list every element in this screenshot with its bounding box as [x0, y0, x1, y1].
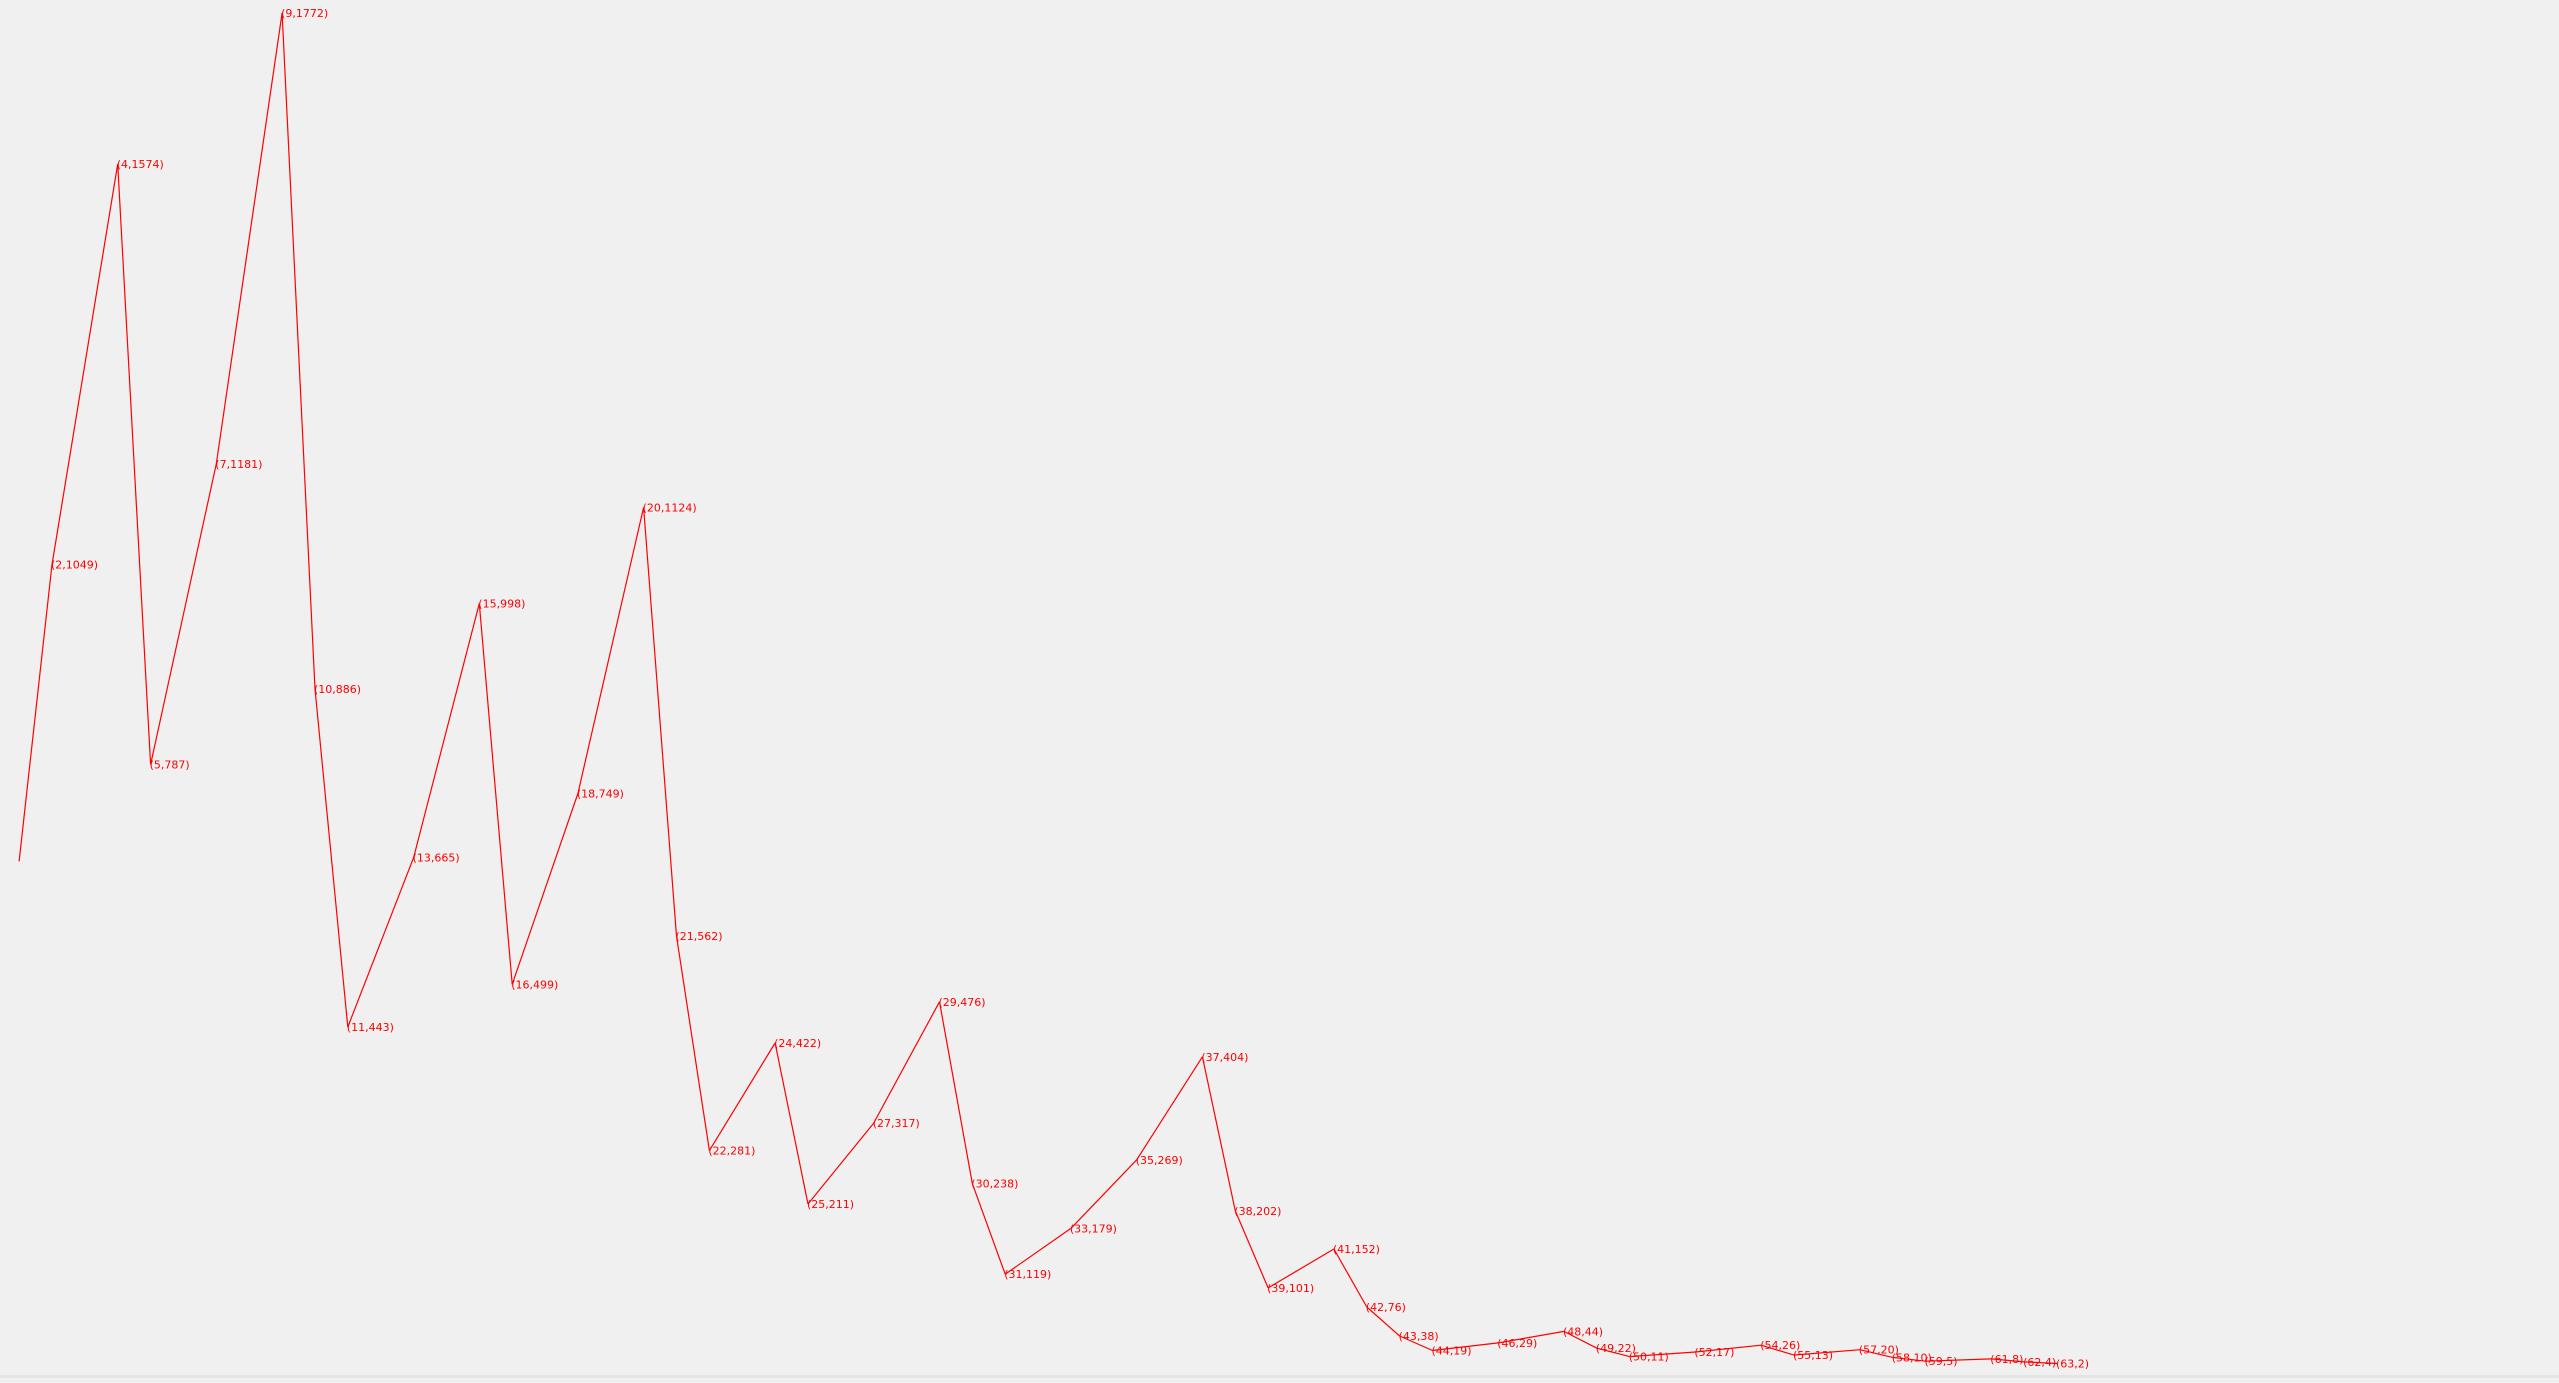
series-segment [1925, 1358, 1992, 1362]
series-segment [281, 12, 316, 690]
series-segment [708, 1042, 776, 1151]
series-segment [1859, 1349, 1893, 1358]
data-label: (39,101) [1267, 1282, 1314, 1295]
series-segment [18, 564, 53, 862]
data-label: (29,476) [939, 996, 986, 1009]
data-label: (42,76) [1366, 1301, 1406, 1314]
series-segment [1201, 1056, 1236, 1212]
series-segment [938, 1001, 973, 1184]
series-segment [215, 12, 283, 464]
series-segment [1432, 1342, 1499, 1352]
data-label: (30,238) [971, 1177, 1018, 1190]
data-label: (38,202) [1234, 1205, 1281, 1218]
series-segment [1234, 1210, 1269, 1289]
data-label: (57,20) [1859, 1344, 1899, 1357]
data-label: (54,26) [1760, 1339, 1800, 1352]
data-label: (58,10) [1892, 1351, 1932, 1364]
series-segment [1563, 1330, 1598, 1349]
data-label: (52,17) [1694, 1346, 1734, 1359]
data-label: (62,4) [2023, 1356, 2056, 1369]
series-segment [1596, 1347, 1630, 1358]
series-line-group [18, 12, 2058, 1365]
series-segment [1991, 1358, 2025, 1363]
series-segment [1629, 1351, 1696, 1358]
data-label: (21,562) [676, 930, 723, 943]
data-label: (10,886) [314, 683, 361, 696]
data-label: (13,665) [413, 852, 460, 865]
data-label: (4,1574) [117, 158, 164, 171]
series-segment [971, 1183, 1006, 1275]
bottom-border [0, 1375, 2559, 1378]
series-segment [643, 507, 678, 937]
data-label: (9,1772) [281, 7, 328, 20]
data-label: (15,998) [478, 598, 525, 611]
data-label: (5,787) [150, 759, 190, 772]
data-label: (44,19) [1432, 1345, 1472, 1358]
data-label: (46,29) [1497, 1337, 1537, 1350]
data-label: (20,1124) [643, 501, 697, 514]
series-segment [1267, 1248, 1335, 1289]
data-label: (49,22) [1596, 1342, 1636, 1355]
series-segment [1366, 1306, 1400, 1337]
data-label: (25,211) [807, 1198, 854, 1211]
data-label: (55,13) [1793, 1349, 1833, 1362]
data-label: (50,11) [1629, 1351, 1669, 1364]
data-label: (11,443) [347, 1021, 394, 1034]
data-label: (24,422) [774, 1037, 821, 1050]
series-segment [577, 507, 645, 794]
series-segment [413, 603, 480, 858]
data-label: (33,179) [1070, 1222, 1117, 1235]
series-segment [314, 688, 349, 1028]
series-segment [117, 164, 152, 765]
data-label: (63,2) [2056, 1358, 2089, 1371]
data-label: (59,5) [1925, 1355, 1958, 1368]
data-label: (7,1181) [215, 458, 262, 471]
data-label: (18,749) [577, 788, 624, 801]
series-segment [774, 1042, 809, 1205]
data-label: (22,281) [708, 1145, 755, 1158]
data-label: (48,44) [1563, 1325, 1603, 1338]
series-segment [51, 164, 119, 565]
data-label: (43,38) [1399, 1330, 1439, 1343]
data-label: (41,152) [1333, 1243, 1380, 1256]
data-label: (2,1049) [51, 559, 98, 572]
series-segment [150, 463, 217, 765]
series-segment [675, 936, 710, 1151]
data-label: (27,317) [873, 1117, 920, 1130]
data-label: (61,8) [1990, 1353, 2023, 1366]
series-segment [1793, 1349, 1860, 1356]
series-segment [1399, 1335, 1433, 1352]
series-segment [807, 1122, 875, 1205]
series-segment [1070, 1159, 1138, 1229]
data-label: (35,269) [1136, 1154, 1183, 1167]
series-segment [1498, 1330, 1565, 1344]
data-labels-group: (2,1049) (4,1574) (5,787) (7,1181) (9,1772) (… [51, 7, 2089, 1371]
series-segment [1892, 1356, 1926, 1362]
series-segment [1004, 1227, 1072, 1275]
series-segment [1136, 1056, 1203, 1161]
series-segment [1333, 1248, 1368, 1308]
series-segment [347, 857, 415, 1028]
data-label: (31,119) [1004, 1268, 1051, 1281]
data-label: (37,404) [1201, 1051, 1248, 1064]
series-segment [873, 1001, 941, 1124]
series-segment [478, 603, 513, 985]
data-label: (16,499) [511, 978, 558, 991]
series-segment [1761, 1344, 1795, 1356]
series-segment [2024, 1361, 2058, 1365]
series-segment [511, 793, 579, 985]
series-segment [1695, 1344, 1762, 1353]
